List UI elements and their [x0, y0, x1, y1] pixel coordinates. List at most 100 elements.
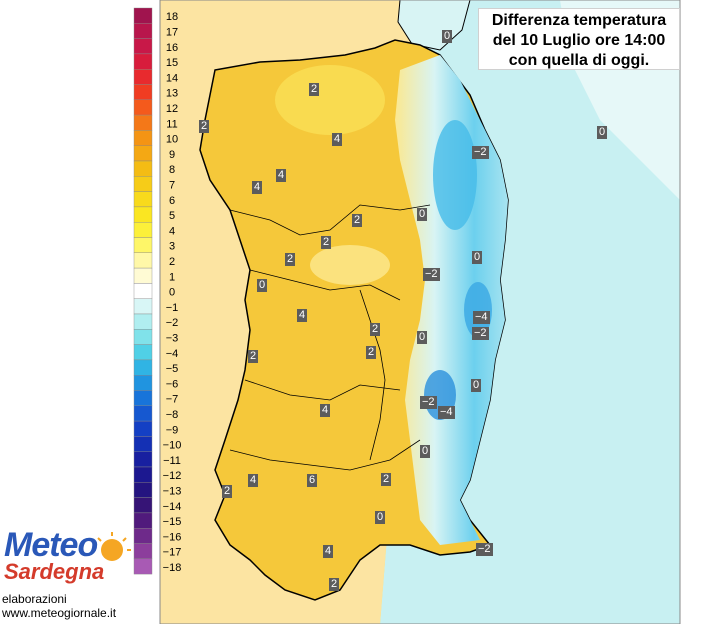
legend-label: −3 — [166, 333, 179, 345]
legend-label: −1 — [166, 302, 179, 314]
credit-elaborazioni: elaborazioni — [2, 592, 67, 606]
map-value-label: 2 — [199, 120, 210, 133]
map-value-label: 0 — [420, 445, 431, 458]
map-value-label: 2 — [285, 253, 296, 266]
legend-label: −13 — [163, 486, 182, 498]
legend-label: −14 — [163, 501, 182, 513]
map-value-label: −2 — [472, 327, 489, 340]
legend-swatch — [133, 313, 153, 330]
map-value-label: −2 — [476, 543, 493, 556]
map-value-label: −4 — [473, 311, 490, 324]
legend-label: −5 — [166, 363, 179, 375]
map-value-label: 4 — [332, 133, 343, 146]
legend-swatch — [133, 375, 153, 391]
legend-swatch — [133, 99, 153, 116]
credit-website[interactable]: www.meteogiornale.it — [2, 606, 117, 620]
legend-swatch — [133, 68, 153, 85]
legend-swatch — [133, 420, 153, 437]
map-value-label: 0 — [597, 126, 608, 139]
legend-label: 5 — [169, 210, 175, 222]
legend-label: −17 — [163, 547, 182, 559]
legend-swatch — [133, 53, 153, 70]
legend-label: 2 — [169, 256, 175, 268]
map-value-label: 0 — [417, 331, 428, 344]
map-value-label: 4 — [323, 545, 334, 558]
map-value-label: −2 — [472, 146, 489, 159]
legend-label: −12 — [163, 470, 182, 482]
legend-label: 4 — [169, 225, 175, 237]
legend-label: −11 — [163, 455, 181, 467]
legend-label: −16 — [163, 531, 182, 543]
legend-swatch — [133, 298, 153, 315]
map-value-label: 0 — [471, 379, 482, 392]
map-value-label: 4 — [320, 404, 331, 417]
map-value-label: 0 — [375, 511, 386, 524]
legend-label: 18 — [166, 11, 178, 23]
legend-label: −15 — [163, 516, 182, 528]
legend-label: 16 — [166, 42, 178, 54]
legend-swatch — [133, 543, 153, 560]
legend-swatch — [133, 482, 153, 498]
legend-label: 6 — [169, 195, 175, 207]
legend-swatch — [133, 237, 153, 254]
map-value-label: 2 — [329, 578, 340, 591]
legend-label: 17 — [166, 27, 178, 39]
legend-swatch — [133, 497, 153, 514]
legend-label: −10 — [163, 440, 182, 452]
sun-icon — [97, 532, 131, 561]
legend-swatch — [133, 359, 153, 376]
map-value-label: 0 — [442, 30, 453, 43]
legend-label: 3 — [169, 241, 175, 253]
legend-label: −6 — [166, 378, 179, 390]
map-value-label: 2 — [381, 473, 392, 486]
legend-label: 8 — [169, 164, 175, 176]
warm-central — [310, 245, 390, 285]
legend-swatch — [133, 221, 153, 238]
map-value-label: 4 — [276, 169, 287, 182]
legend-swatch — [133, 390, 153, 407]
legend-label: −9 — [166, 424, 179, 436]
color-legend: 1817161514131211109876543210−1−2−3−4−5−6… — [133, 7, 182, 575]
legend-swatch — [133, 114, 153, 131]
legend-swatch — [133, 23, 153, 39]
map-value-label: 2 — [248, 350, 259, 363]
legend-label: 12 — [166, 103, 178, 115]
map-value-label: 0 — [417, 208, 428, 221]
map-title: Differenza temperatura del 10 Luglio ore… — [478, 8, 680, 70]
legend-swatch — [133, 160, 153, 177]
map-value-label: 4 — [252, 181, 263, 194]
legend-swatch — [133, 84, 153, 101]
legend-swatch — [133, 176, 153, 192]
legend-label: 13 — [166, 88, 178, 100]
map-value-label: 0 — [472, 251, 483, 264]
legend-label: 1 — [169, 271, 175, 283]
province-borders — [229, 204, 431, 471]
legend-swatch — [133, 252, 153, 269]
map-value-label: 2 — [366, 346, 377, 359]
legend-swatch — [133, 558, 153, 575]
map-value-label: 4 — [297, 309, 308, 322]
map-value-label: −2 — [423, 268, 440, 281]
legend-swatch — [133, 528, 153, 544]
map-value-label: 2 — [370, 323, 381, 336]
legend-label: 7 — [169, 180, 175, 192]
title-line-3: con quella di oggi. — [508, 52, 650, 69]
map-value-label: 2 — [352, 214, 363, 227]
legend-swatch — [133, 7, 153, 24]
legend-label: −8 — [166, 409, 179, 421]
legend-swatch — [133, 436, 153, 452]
legend-swatch — [133, 206, 153, 223]
legend-label: −4 — [166, 348, 179, 360]
logo-word-sardegna: Sardegna — [4, 559, 105, 584]
legend-label: 0 — [169, 287, 175, 299]
map-frame — [159, 0, 681, 624]
legend-swatch — [133, 512, 153, 529]
cold-core-central — [464, 282, 492, 338]
legend-label: 14 — [166, 72, 178, 84]
map-value-label: 2 — [309, 83, 320, 96]
legend-swatch — [133, 130, 153, 146]
legend-swatch — [133, 344, 153, 361]
legend-label: −18 — [163, 562, 182, 574]
map-value-label: −2 — [420, 396, 437, 409]
